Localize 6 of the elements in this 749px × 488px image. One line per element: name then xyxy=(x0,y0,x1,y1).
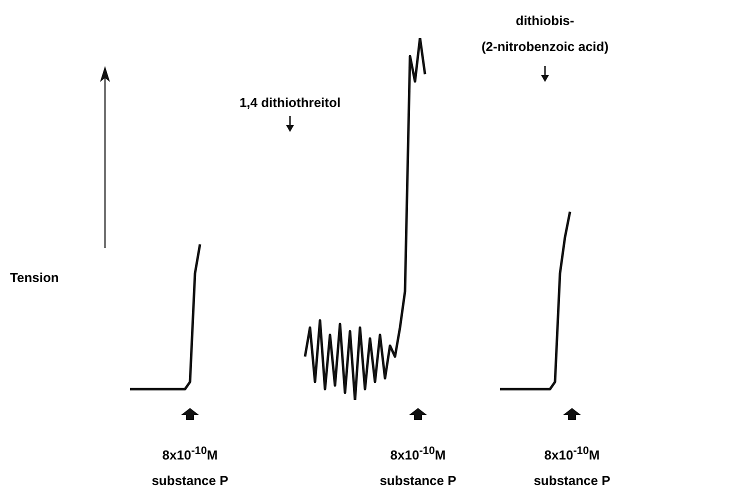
text: 8x10$^{-10}$M substance P xyxy=(378,444,458,488)
y-axis-title: Tension xyxy=(10,270,59,285)
annotation: 1,4 dithiothreitol xyxy=(238,94,342,112)
annotation: dithiobis- (2-nitrobenzoic acid) xyxy=(480,12,610,56)
text: 8x10$^{-10}$M substance P xyxy=(532,444,612,488)
text: 8x10$^{-10}$M substance P xyxy=(150,444,230,488)
